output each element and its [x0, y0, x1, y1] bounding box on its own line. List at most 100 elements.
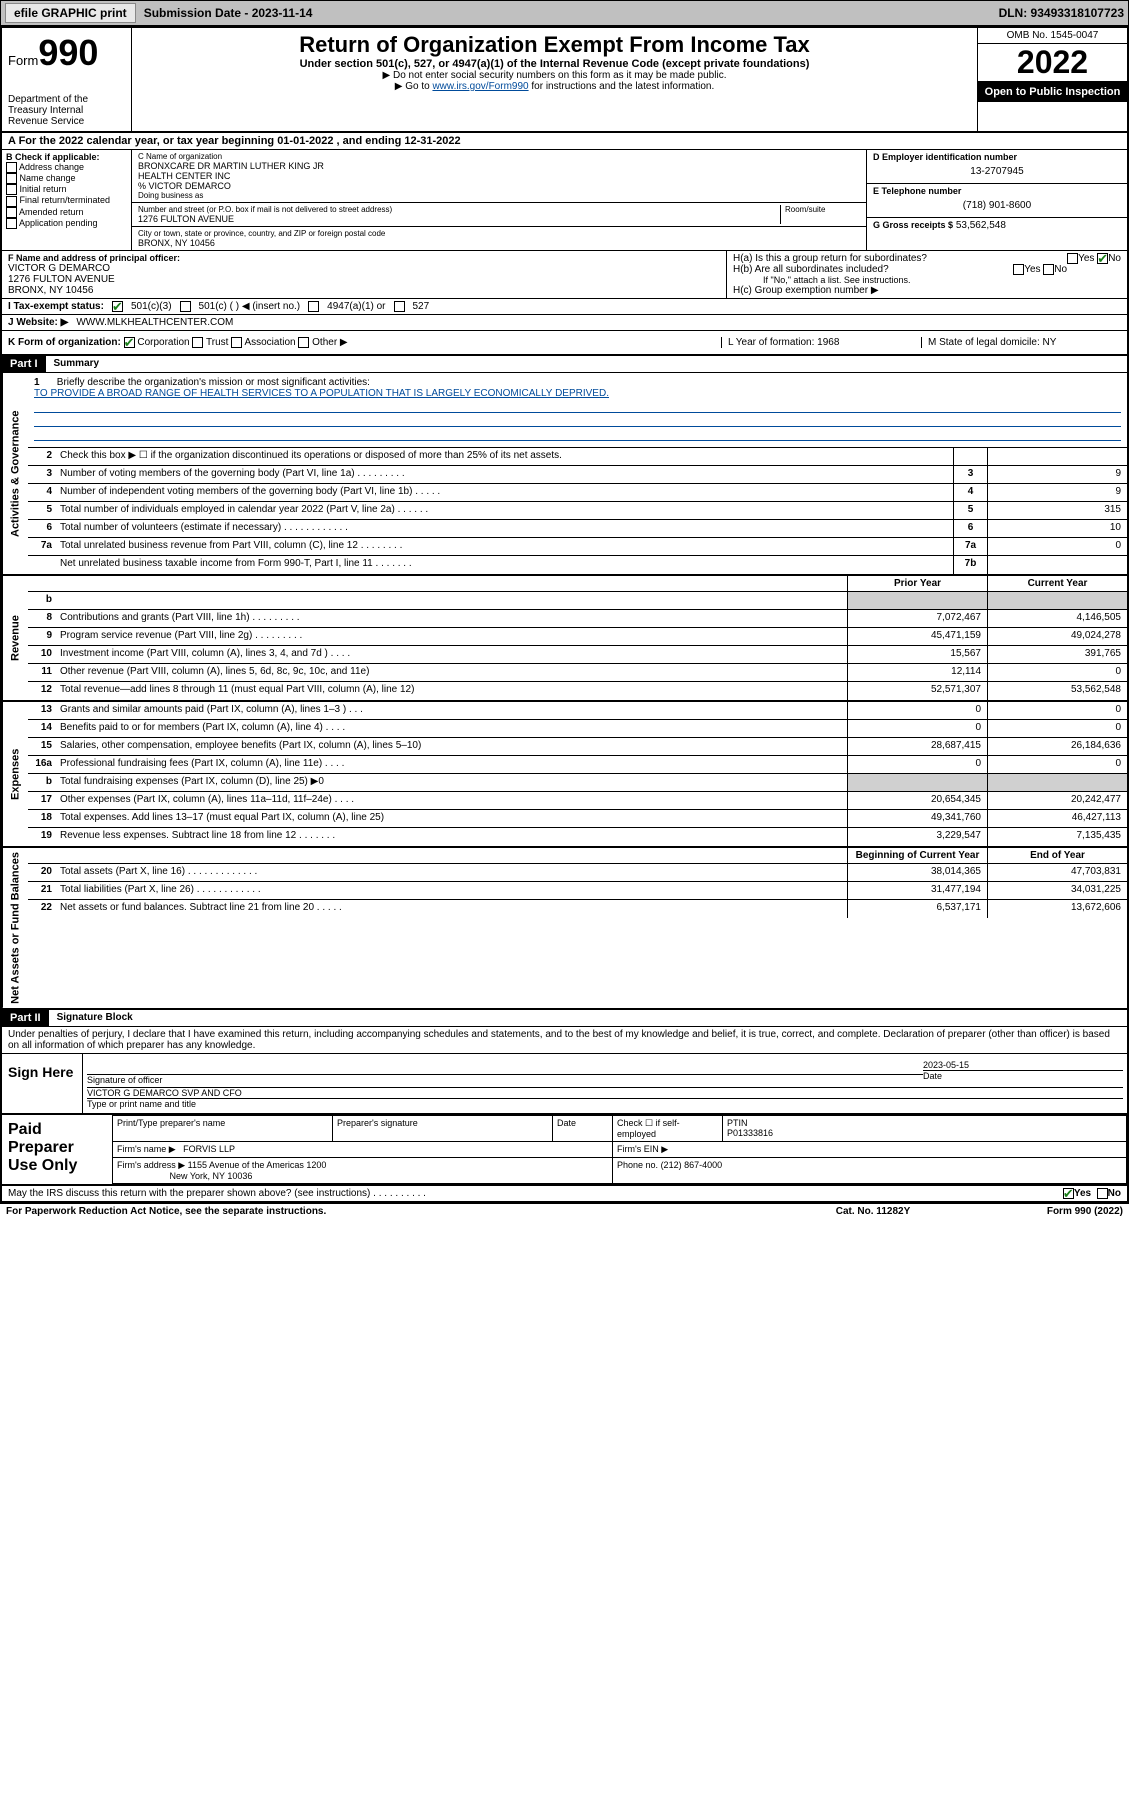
website-value: WWW.MLKHEALTHCENTER.COM: [76, 317, 233, 328]
form-number: Form990: [8, 32, 125, 74]
submission-date: Submission Date - 2023-11-14: [144, 6, 313, 20]
checkbox-trust[interactable]: [192, 337, 203, 348]
part-1-header: Part I Summary: [2, 356, 1127, 373]
irs-link[interactable]: www.irs.gov/Form990: [432, 81, 528, 92]
tel-label: E Telephone number: [873, 186, 1121, 196]
row-f-officer-h: F Name and address of principal officer:…: [2, 251, 1127, 299]
checkbox-corp[interactable]: [124, 337, 135, 348]
summary-section: Net Assets or Fund Balances Beginning of …: [2, 848, 1127, 1010]
summary-line: 6Total number of volunteers (estimate if…: [28, 520, 1127, 538]
summary-line: Net unrelated business taxable income fr…: [28, 556, 1127, 574]
row-j-website: J Website: ▶ WWW.MLKHEALTHCENTER.COM: [2, 315, 1127, 331]
officer-typed-name: VICTOR G DEMARCO SVP AND CFO: [87, 1088, 1123, 1098]
website-label: J Website: ▶: [8, 317, 68, 328]
summary-line: 3Number of voting members of the governi…: [28, 466, 1127, 484]
tax-status-label: I Tax-exempt status:: [8, 301, 104, 312]
top-bar: efile GRAPHIC print Submission Date - 20…: [0, 0, 1129, 26]
hc-exemption: H(c) Group exemption number ▶: [733, 285, 1121, 296]
part-1-title: Summary: [46, 356, 108, 372]
checkbox-4947[interactable]: [308, 301, 319, 312]
summary-line: 11Other revenue (Part VIII, column (A), …: [28, 664, 1127, 682]
officer-addr2: BRONX, NY 10456: [8, 285, 720, 296]
summary-line: 9Program service revenue (Part VIII, lin…: [28, 628, 1127, 646]
col-b-option[interactable]: Final return/terminated: [6, 195, 127, 206]
summary-line: 18Total expenses. Add lines 13–17 (must …: [28, 810, 1127, 828]
mission-text: TO PROVIDE A BROAD RANGE OF HEALTH SERVI…: [34, 388, 1121, 399]
ein-value: 13-2707945: [873, 162, 1121, 181]
col-header-current: End of Year: [987, 848, 1127, 863]
ptin-value: P01333816: [727, 1128, 773, 1138]
checkbox-other[interactable]: [298, 337, 309, 348]
summary-line: 14Benefits paid to or for members (Part …: [28, 720, 1127, 738]
footer-left: For Paperwork Reduction Act Notice, see …: [6, 1206, 773, 1217]
firm-name: FORVIS LLP: [183, 1144, 235, 1154]
entity-block: B Check if applicable: Address change Na…: [2, 150, 1127, 251]
side-label: Revenue: [2, 576, 28, 700]
summary-section: Expenses13Grants and similar amounts pai…: [2, 702, 1127, 848]
discuss-yes-checkbox[interactable]: [1063, 1188, 1074, 1199]
side-label: Net Assets or Fund Balances: [2, 848, 28, 1008]
city-state-zip: BRONX, NY 10456: [138, 238, 860, 248]
checkbox-501c3[interactable]: [112, 301, 123, 312]
checkbox-527[interactable]: [394, 301, 405, 312]
summary-section: Activities & Governance1 Briefly describ…: [2, 373, 1127, 576]
gross-label: G Gross receipts $: [873, 220, 953, 230]
summary-line: b: [28, 592, 1127, 610]
col-b-option[interactable]: Initial return: [6, 184, 127, 195]
col-b-option[interactable]: Name change: [6, 173, 127, 184]
summary-line: 15Salaries, other compensation, employee…: [28, 738, 1127, 756]
col-c-org: C Name of organization BRONXCARE DR MART…: [132, 150, 867, 250]
summary-line: 16aProfessional fundraising fees (Part I…: [28, 756, 1127, 774]
phone-label: Phone no.: [617, 1160, 658, 1170]
summary-line: 4Number of independent voting members of…: [28, 484, 1127, 502]
footer-right: Form 990 (2022): [973, 1206, 1123, 1217]
summary-line: 21Total liabilities (Part X, line 26) . …: [28, 882, 1127, 900]
room-label: Room/suite: [785, 205, 860, 214]
typed-name-label: Type or print name and title: [87, 1098, 1123, 1109]
self-employed-check: Check ☐ if self-employed: [613, 1115, 723, 1141]
col-b-checkboxes: B Check if applicable: Address change Na…: [2, 150, 132, 250]
open-inspection: Open to Public Inspection: [978, 82, 1127, 102]
side-label: Expenses: [2, 702, 28, 846]
prep-sig-label: Preparer's signature: [333, 1115, 553, 1141]
summary-line: 17Other expenses (Part IX, column (A), l…: [28, 792, 1127, 810]
row-i-tax-status: I Tax-exempt status: 501(c)(3) 501(c) ( …: [2, 299, 1127, 315]
city-label: City or town, state or province, country…: [138, 229, 860, 238]
dba-label: Doing business as: [138, 191, 860, 200]
col-header-prior: Beginning of Current Year: [847, 848, 987, 863]
org-name-label: C Name of organization: [138, 152, 860, 161]
org-name-2: HEALTH CENTER INC: [138, 171, 860, 181]
omb-number: OMB No. 1545-0047: [978, 28, 1127, 44]
prep-date-label: Date: [553, 1115, 613, 1141]
summary-line: 13Grants and similar amounts paid (Part …: [28, 702, 1127, 720]
phone-value: (212) 867-4000: [661, 1160, 723, 1170]
col-b-option[interactable]: Application pending: [6, 218, 127, 229]
part-2-title: Signature Block: [49, 1010, 141, 1026]
discuss-no-checkbox[interactable]: [1097, 1188, 1108, 1199]
part-1-badge: Part I: [2, 356, 46, 372]
summary-line: 10Investment income (Part VIII, column (…: [28, 646, 1127, 664]
sign-here-label: Sign Here: [2, 1054, 82, 1113]
col-b-option[interactable]: Amended return: [6, 207, 127, 218]
tel-value: (718) 901-8600: [873, 196, 1121, 215]
checkbox-assoc[interactable]: [231, 337, 242, 348]
summary-line: 22Net assets or fund balances. Subtract …: [28, 900, 1127, 918]
care-of: % VICTOR DEMARCO: [138, 181, 860, 191]
sig-date-value: 2023-05-15: [923, 1060, 1123, 1070]
org-name-1: BRONXCARE DR MARTIN LUTHER KING JR: [138, 161, 860, 171]
dln: DLN: 93493318107723: [999, 6, 1124, 20]
year-formation: L Year of formation: 1968: [721, 337, 921, 348]
summary-line: 12Total revenue—add lines 8 through 11 (…: [28, 682, 1127, 700]
gross-value: 53,562,548: [956, 220, 1006, 231]
page-footer: For Paperwork Reduction Act Notice, see …: [0, 1204, 1129, 1219]
perjury-declaration: Under penalties of perjury, I declare th…: [2, 1027, 1127, 1054]
col-b-option[interactable]: Address change: [6, 162, 127, 173]
efile-print-button[interactable]: efile GRAPHIC print: [5, 3, 136, 23]
part-2-badge: Part II: [2, 1010, 49, 1026]
firm-addr1: 1155 Avenue of the Americas 1200: [188, 1160, 327, 1170]
form-990: Form990 Department of the Treasury Inter…: [0, 26, 1129, 1204]
ptin-label: PTIN: [727, 1118, 748, 1128]
street-address: 1276 FULTON AVENUE: [138, 214, 780, 224]
checkbox-501c[interactable]: [180, 301, 191, 312]
dept-treasury: Department of the Treasury Internal Reve…: [8, 94, 125, 127]
